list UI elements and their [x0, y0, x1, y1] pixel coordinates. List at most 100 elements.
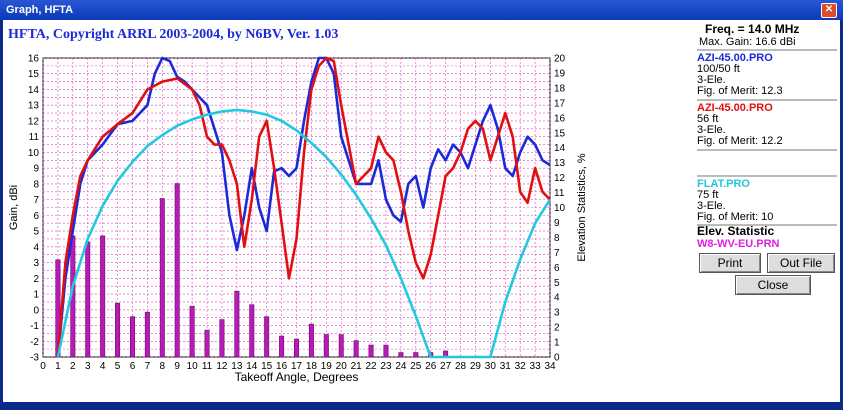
copyright-header: HFTA, Copyright ARRL 2003-2004, by N6BV,… — [8, 27, 339, 42]
x-tick-label: 1 — [55, 361, 61, 372]
window-title: Graph, HFTA — [6, 4, 74, 16]
x-tick-label: 17 — [291, 361, 303, 372]
divider — [697, 49, 837, 51]
x-tick-label: 7 — [145, 361, 151, 372]
y2-tick-label: 18 — [554, 83, 566, 94]
y2-tick-label: 8 — [554, 233, 560, 244]
x-tick-label: 12 — [216, 361, 228, 372]
divider — [697, 224, 837, 226]
elevation-bar — [234, 290, 240, 358]
y2-tick-label: 1 — [554, 338, 560, 349]
y2-tick-label: 4 — [554, 293, 560, 304]
y2-tick-label: 16 — [554, 113, 566, 124]
close-button[interactable]: Close — [735, 275, 811, 295]
y-tick-label: 15 — [28, 69, 40, 80]
x-tick-label: 33 — [530, 361, 542, 372]
y-tick-label: 11 — [29, 132, 40, 143]
out-file-button[interactable]: Out File — [767, 253, 835, 273]
y2-tick-label: 17 — [554, 98, 566, 109]
file-fom-3: Fig. of Merit: 10 — [697, 211, 774, 223]
y-tick-label: 6 — [33, 211, 39, 222]
elev-statistic-title: Elev. Statistic — [697, 224, 775, 238]
elev-statistic-file: W8-WV-EU.PRN — [697, 238, 780, 250]
y2-axis-label: Elevation Statistics, % — [576, 153, 588, 261]
x-tick-label: 23 — [380, 361, 392, 372]
y2-tick-label: 7 — [554, 248, 560, 259]
elevation-bar — [85, 241, 91, 358]
series-line-1 — [56, 56, 551, 358]
file-entry-2: AZI-45.00.PRO 56 ft 3-Ele. Fig. of Merit… — [697, 103, 837, 147]
elevation-bar — [398, 352, 404, 358]
y-tick-label: 13 — [28, 101, 40, 112]
file-fom-2: Fig. of Merit: 12.2 — [697, 135, 783, 147]
y2-tick-label: 13 — [554, 158, 566, 169]
y-tick-label: -1 — [30, 321, 39, 332]
x-tick-label: 25 — [410, 361, 422, 372]
close-window-button[interactable]: ✕ — [821, 3, 837, 18]
x-tick-label: 6 — [130, 361, 136, 372]
y-tick-label: -2 — [30, 337, 39, 348]
y-tick-label: 2 — [33, 274, 39, 285]
y2-tick-label: 3 — [554, 308, 560, 319]
elevation-bar — [293, 338, 299, 358]
series-line-2 — [56, 56, 551, 358]
elevation-bar — [129, 316, 135, 358]
file-name-1: AZI-45.00.PRO — [697, 52, 773, 64]
frequency-label: Freq. = 14.0 MHz — [705, 22, 800, 36]
elevation-bar — [323, 334, 329, 358]
x-tick-label: 30 — [485, 361, 497, 372]
x-axis-label: Takeoff Angle, Degrees — [235, 370, 359, 384]
x-tick-label: 21 — [351, 361, 363, 372]
max-gain-label: Max. Gain: 16.6 dBi — [699, 36, 796, 48]
file-height-3: 75 ft — [697, 189, 719, 201]
y2-tick-label: 9 — [554, 218, 560, 229]
title-bar[interactable]: Graph, HFTA ✕ — [0, 0, 843, 20]
y2-tick-label: 10 — [554, 203, 566, 214]
y-tick-label: 3 — [33, 258, 39, 269]
series-line-3 — [56, 108, 552, 359]
elevation-bar — [174, 183, 180, 358]
elevation-bar — [219, 319, 225, 358]
elevation-bar — [279, 335, 285, 358]
y2-tick-label: 5 — [554, 278, 560, 289]
y2-tick-label: 14 — [554, 143, 566, 154]
print-button[interactable]: Print — [699, 253, 761, 273]
elevation-bar — [100, 235, 106, 358]
divider — [697, 175, 837, 177]
y-tick-label: 4 — [33, 242, 39, 253]
x-tick-label: 15 — [261, 361, 273, 372]
y-tick-label: -3 — [30, 353, 39, 364]
file-type-2: 3-Ele. — [697, 124, 726, 136]
x-tick-label: 13 — [231, 361, 243, 372]
file-type-3: 3-Ele. — [697, 200, 726, 212]
x-tick-label: 11 — [202, 361, 213, 372]
elevation-bar — [264, 316, 270, 358]
elevation-bar — [159, 198, 165, 358]
elevation-bar — [189, 305, 195, 358]
x-tick-label: 24 — [395, 361, 407, 372]
elevation-bar — [204, 329, 210, 358]
client-area: HFTA, Copyright ARRL 2003-2004, by N6BV,… — [3, 20, 840, 402]
y-tick-label: 1 — [33, 290, 39, 301]
elevation-gain-chart: -3-2-10123456789101112131415160123456789… — [8, 54, 588, 385]
x-tick-label: 16 — [276, 361, 288, 372]
legend-panel: Freq. = 14.0 MHz Max. Gain: 16.6 dBi AZI… — [695, 20, 840, 402]
file-entry-3: FLAT.PRO 75 ft 3-Ele. Fig. of Merit: 10 — [697, 179, 837, 223]
elevation-bar — [413, 352, 419, 358]
elevation-bar — [249, 304, 255, 358]
y-tick-label: 8 — [33, 179, 39, 190]
y-tick-label: 12 — [28, 116, 40, 127]
x-tick-label: 9 — [174, 361, 180, 372]
elevation-bar — [115, 302, 121, 358]
x-tick-label: 3 — [85, 361, 91, 372]
elevation-bar — [368, 344, 374, 358]
x-tick-label: 0 — [40, 361, 46, 372]
x-tick-label: 22 — [365, 361, 377, 372]
y2-tick-label: 20 — [554, 54, 566, 65]
y2-tick-label: 12 — [554, 173, 566, 184]
y-axis-label: Gain, dBi — [8, 185, 20, 230]
x-tick-label: 10 — [187, 361, 199, 372]
x-tick-label: 34 — [544, 361, 556, 372]
file-type-1: 3-Ele. — [697, 74, 726, 86]
